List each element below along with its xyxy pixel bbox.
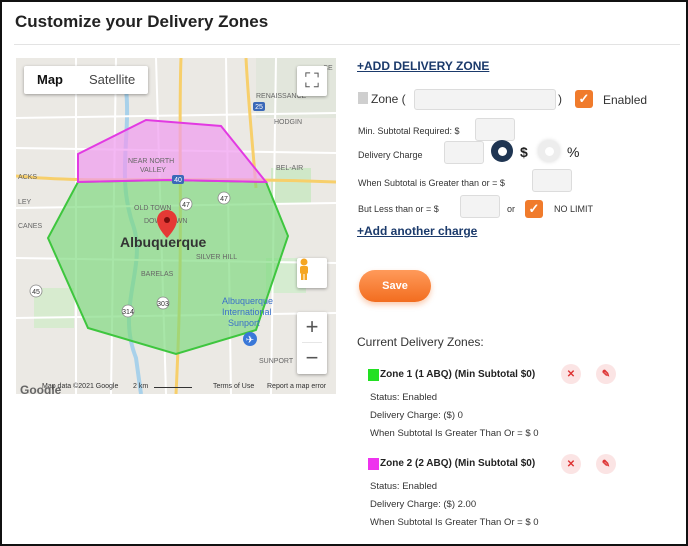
zone-color-swatch[interactable] [358,92,368,104]
greater-than-input[interactable] [532,169,572,192]
map-type-satellite[interactable]: Satellite [89,72,136,87]
zone2-subtotal: When Subtotal Is Greater Than Or = $ 0 [370,517,539,528]
map-footer: Google Map data ©2021 Google 2 km Terms … [16,380,336,394]
svg-text:✈: ✈ [246,335,254,346]
less-than-label: But Less than or = $ [358,204,439,214]
svg-text:47: 47 [182,202,190,209]
map-view[interactable]: 25 40 47 45 314 303 47 RENAISSANCE HODGI… [16,58,336,394]
less-than-input[interactable] [460,195,500,218]
add-another-charge-link[interactable]: +Add another charge [357,224,478,238]
svg-text:OLD TOWN: OLD TOWN [134,205,171,212]
delivery-charge-input[interactable] [444,141,484,164]
zone2-title: Zone 2 (2 ABQ) (Min Subtotal $0) [380,458,536,469]
add-delivery-zone-link[interactable]: +ADD DELIVERY ZONE [357,59,490,73]
zone1-edit-button[interactable]: ✎ [596,364,616,384]
zone1-title: Zone 1 (1 ABQ) (Min Subtotal $0) [380,369,536,380]
city-label: Albuquerque [120,234,207,250]
charge-percent-radio[interactable] [538,140,560,162]
zoom-control: + − [297,312,327,374]
zoom-separator [302,342,322,343]
zone1-status: Status: Enabled [370,392,438,403]
min-subtotal-label: Min. Subtotal Required: $ [358,126,460,136]
zone1-color-swatch [368,369,379,381]
svg-text:Albuquerque: Albuquerque [222,296,273,306]
charge-dollar-radio[interactable] [491,140,513,162]
map-terms-link[interactable]: Terms of Use [213,383,255,390]
zone1-subtotal: When Subtotal Is Greater Than Or = $ 0 [370,428,539,439]
no-limit-checkbox[interactable]: ✓ [525,200,543,218]
map-scale: 2 km [133,383,149,390]
fullscreen-icon[interactable]: ⛶ [297,66,327,96]
shield-25: 25 [255,104,263,111]
google-logo: Google [20,383,62,394]
map-attribution: Map data ©2021 Google [42,383,119,390]
delivery-charge-label: Delivery Charge [358,150,423,160]
svg-text:HODGIN: HODGIN [274,119,302,126]
svg-text:SILVER HILL: SILVER HILL [196,254,237,261]
svg-text:BARELAS: BARELAS [141,271,174,278]
zone-name-input[interactable] [414,89,556,110]
svg-text:Sunport: Sunport [228,318,260,328]
zone2-charge: Delivery Charge: ($) 2.00 [370,499,477,510]
svg-text:45: 45 [32,289,40,296]
svg-text:RENAISSANCE: RENAISSANCE [256,93,307,100]
svg-text:47: 47 [220,196,228,203]
percent-label: % [567,144,580,160]
svg-text:ACKS: ACKS [18,174,37,181]
svg-text:VALLEY: VALLEY [140,167,166,174]
map-type-control: Map Satellite [24,66,149,94]
current-zones-heading: Current Delivery Zones: [357,335,484,349]
svg-text:International: International [222,307,272,317]
no-limit-label: NO LIMIT [554,204,594,214]
svg-text:CE: CE [323,65,333,72]
or-label: or [507,204,516,214]
map-type-map[interactable]: Map [37,72,63,87]
pegman-icon[interactable] [297,258,327,288]
svg-text:NEAR NORTH: NEAR NORTH [128,158,174,165]
svg-text:SUNPORT: SUNPORT [259,358,294,365]
zone2-status: Status: Enabled [370,481,438,492]
map-canvas: 25 40 47 45 314 303 47 RENAISSANCE HODGI… [16,58,336,394]
min-subtotal-input[interactable] [475,118,515,141]
svg-text:LEY: LEY [18,199,32,206]
zone2-color-swatch [368,458,379,470]
svg-text:40: 40 [174,177,182,184]
divider [14,44,680,45]
save-button[interactable]: Save [359,270,431,302]
zoom-out-button[interactable]: − [305,345,319,370]
enabled-checkbox[interactable]: ✓ [575,90,593,108]
greater-than-label: When Subtotal is Greater than or = $ [358,178,505,188]
zone2-delete-button[interactable]: ✕ [561,454,581,474]
zone1-charge: Delivery Charge: ($) 0 [370,410,463,421]
page-title: Customize your Delivery Zones [15,12,269,31]
svg-text:303: 303 [157,301,169,308]
zone2-edit-button[interactable]: ✎ [596,454,616,474]
svg-text:CANES: CANES [18,223,42,230]
map-scale-bar [154,385,192,388]
zone-close-paren: ) [558,92,562,106]
enabled-label: Enabled [603,93,648,107]
zoom-in-button[interactable]: + [305,314,319,339]
svg-text:BEL-AIR: BEL-AIR [276,165,303,172]
zone-label: Zone ( [371,92,406,106]
svg-text:314: 314 [122,309,134,316]
map-report-link[interactable]: Report a map error [267,383,327,390]
zone1-delete-button[interactable]: ✕ [561,364,581,384]
dollar-label: $ [520,144,528,160]
map-marker-icon[interactable] [157,210,177,238]
